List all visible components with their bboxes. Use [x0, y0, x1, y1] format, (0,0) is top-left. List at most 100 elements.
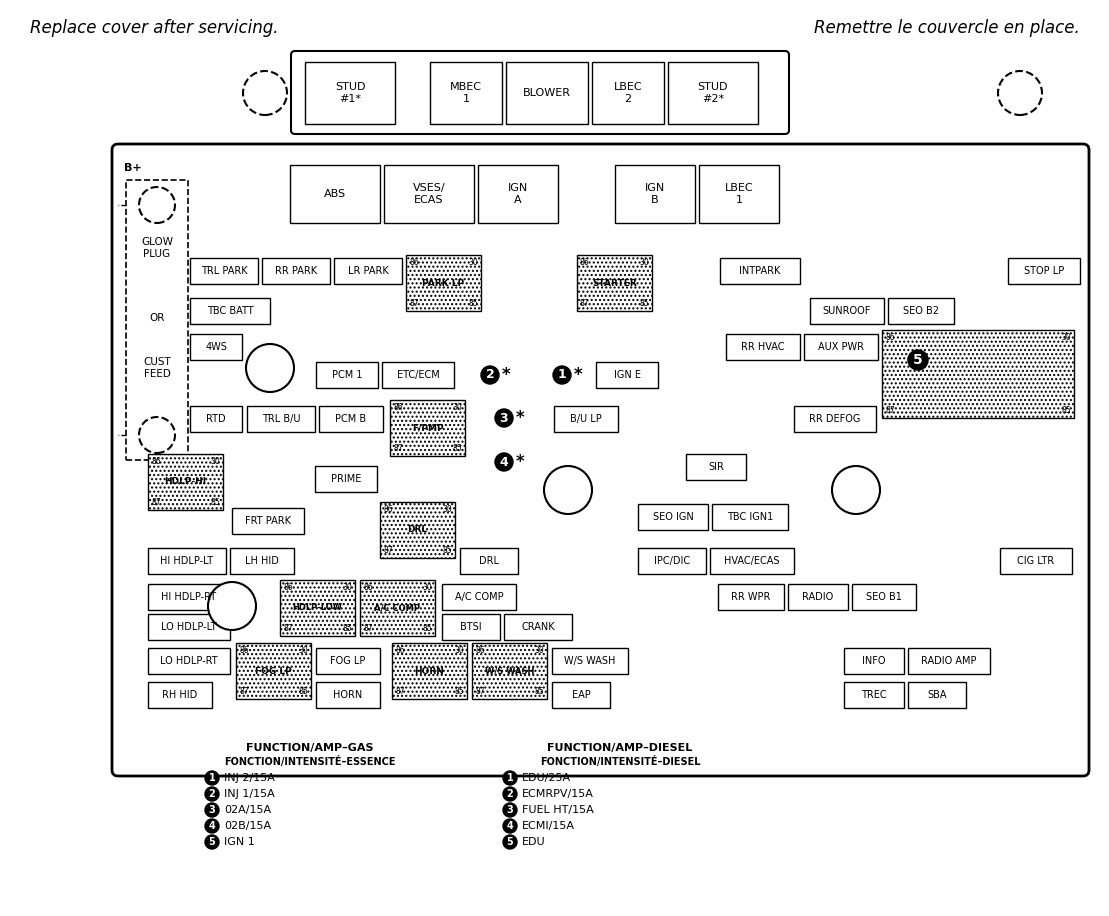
Text: B+: B+: [124, 163, 142, 173]
Text: MBEC
1: MBEC 1: [450, 82, 482, 104]
Bar: [126, 180, 189, 460]
Text: PRIME: PRIME: [330, 474, 362, 484]
Text: *: *: [574, 366, 582, 384]
Text: 30: 30: [639, 258, 649, 267]
Bar: [810, 298, 884, 324]
Bar: [390, 400, 465, 456]
Bar: [147, 614, 230, 640]
Circle shape: [495, 409, 513, 427]
Text: GLOW
PLUG: GLOW PLUG: [141, 237, 173, 259]
Text: EAP: EAP: [571, 690, 590, 700]
Bar: [460, 548, 518, 574]
Text: 87: 87: [395, 687, 405, 696]
Bar: [852, 584, 916, 610]
Text: 86: 86: [383, 505, 393, 514]
Text: LO HDLP-LT: LO HDLP-LT: [161, 622, 217, 632]
Text: TBC BATT: TBC BATT: [206, 306, 253, 316]
Text: 85: 85: [423, 624, 433, 633]
Bar: [596, 362, 658, 388]
Text: HDLP-HI: HDLP-HI: [164, 477, 206, 486]
Bar: [334, 258, 401, 284]
Circle shape: [832, 466, 881, 514]
Text: 4: 4: [507, 821, 513, 831]
Text: INJ 1/15A: INJ 1/15A: [224, 789, 275, 799]
Text: 02A/15A: 02A/15A: [224, 805, 271, 815]
Text: 86: 86: [885, 333, 895, 342]
Text: F/PMP: F/PMP: [411, 423, 444, 432]
Text: 1: 1: [208, 773, 215, 783]
Circle shape: [495, 453, 513, 471]
Circle shape: [243, 71, 287, 115]
Text: STUD
#2*: STUD #2*: [698, 82, 729, 104]
Text: BTSI: BTSI: [460, 622, 481, 632]
Bar: [472, 643, 547, 699]
Text: Remettre le couvercle en place.: Remettre le couvercle en place.: [814, 19, 1080, 37]
Bar: [710, 548, 794, 574]
Text: 85: 85: [452, 444, 462, 453]
Text: 87: 87: [283, 624, 293, 633]
Bar: [1000, 548, 1072, 574]
Circle shape: [481, 366, 499, 384]
Text: *: *: [516, 453, 525, 471]
Text: 86: 86: [363, 583, 373, 592]
Text: 87: 87: [580, 299, 590, 308]
Text: ETC/ECM: ETC/ECM: [397, 370, 439, 380]
Text: FUNCTION/AMP–DIESEL: FUNCTION/AMP–DIESEL: [548, 743, 693, 753]
Text: 86: 86: [283, 583, 293, 592]
Text: STUD
#1*: STUD #1*: [335, 82, 365, 104]
Text: SEO IGN: SEO IGN: [652, 512, 693, 522]
Bar: [908, 648, 990, 674]
Text: 5: 5: [507, 837, 513, 847]
Text: 30: 30: [452, 403, 462, 412]
Bar: [592, 62, 664, 124]
Bar: [804, 334, 878, 360]
Bar: [478, 165, 558, 223]
Text: 85: 85: [1061, 406, 1071, 415]
Bar: [147, 548, 226, 574]
Bar: [236, 643, 311, 699]
Text: SEO B2: SEO B2: [903, 306, 939, 316]
Text: A/C COMP: A/C COMP: [455, 592, 503, 602]
Bar: [289, 165, 380, 223]
Text: SUNROOF: SUNROOF: [823, 306, 872, 316]
Bar: [384, 165, 474, 223]
Text: FUEL HT/15A: FUEL HT/15A: [522, 805, 593, 815]
Text: A/C COMP: A/C COMP: [375, 604, 420, 613]
Text: ECMI/15A: ECMI/15A: [522, 821, 574, 831]
Text: LBEC
2: LBEC 2: [613, 82, 642, 104]
Circle shape: [503, 771, 517, 785]
Text: LH HID: LH HID: [245, 556, 279, 566]
Text: 87: 87: [475, 687, 485, 696]
Text: HVAC/ECAS: HVAC/ECAS: [724, 556, 780, 566]
Bar: [506, 62, 588, 124]
Circle shape: [205, 787, 218, 801]
Bar: [888, 298, 954, 324]
Text: 86: 86: [240, 646, 248, 655]
Text: ABS: ABS: [324, 189, 346, 199]
Text: 87: 87: [885, 406, 895, 415]
Text: 5: 5: [208, 837, 215, 847]
Bar: [190, 334, 242, 360]
Text: 85: 85: [211, 498, 220, 507]
Circle shape: [908, 350, 928, 370]
Text: 4WS: 4WS: [205, 342, 227, 352]
Bar: [794, 406, 876, 432]
Bar: [554, 406, 618, 432]
Bar: [615, 165, 695, 223]
FancyBboxPatch shape: [291, 51, 788, 134]
Text: INJ 2/15A: INJ 2/15A: [224, 773, 275, 783]
Text: 2: 2: [486, 368, 495, 381]
Text: CIG LTR: CIG LTR: [1017, 556, 1055, 566]
Text: LBEC
1: LBEC 1: [724, 183, 753, 205]
FancyBboxPatch shape: [112, 144, 1089, 776]
Text: INFO: INFO: [863, 656, 886, 666]
Text: ECMRPV/15A: ECMRPV/15A: [522, 789, 594, 799]
Bar: [718, 584, 784, 610]
Circle shape: [503, 819, 517, 833]
Circle shape: [998, 71, 1042, 115]
Bar: [190, 298, 269, 324]
Text: 30: 30: [535, 646, 545, 655]
Text: RR PARK: RR PARK: [275, 266, 317, 276]
Text: LR PARK: LR PARK: [347, 266, 388, 276]
Text: 30: 30: [468, 258, 478, 267]
